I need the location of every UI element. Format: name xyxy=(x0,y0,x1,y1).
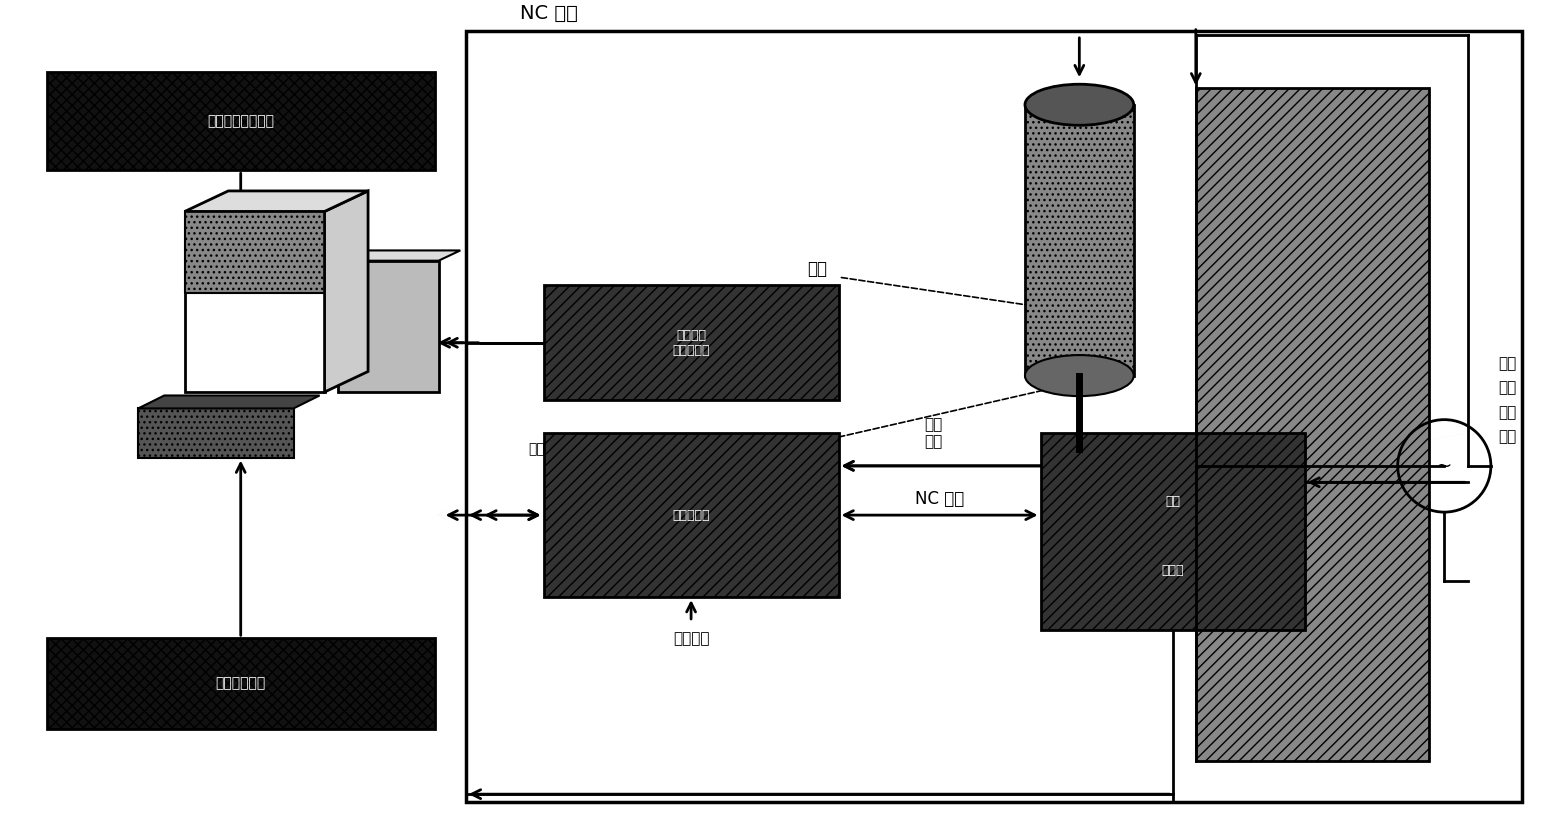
Polygon shape xyxy=(185,212,325,293)
FancyBboxPatch shape xyxy=(47,72,435,170)
Text: 运动台: 运动台 xyxy=(1162,565,1183,577)
Text: 放电
电压: 放电 电压 xyxy=(924,417,943,449)
Polygon shape xyxy=(325,191,368,392)
FancyBboxPatch shape xyxy=(47,638,435,729)
Ellipse shape xyxy=(1025,355,1134,396)
Polygon shape xyxy=(337,251,460,261)
Polygon shape xyxy=(138,395,320,409)
Polygon shape xyxy=(138,409,294,457)
Text: 纳米
放电
加工
电源: 纳米 放电 加工 电源 xyxy=(1499,356,1517,445)
Text: 数据采集模块: 数据采集模块 xyxy=(216,676,266,691)
FancyBboxPatch shape xyxy=(544,433,839,597)
Text: NC 代码: NC 代码 xyxy=(915,490,964,508)
Ellipse shape xyxy=(1025,84,1134,125)
Polygon shape xyxy=(337,261,438,392)
Text: 数控加工程序生成: 数控加工程序生成 xyxy=(207,114,275,128)
Text: ~: ~ xyxy=(1437,457,1452,476)
Text: 纳米线、纳米管: 纳米线、纳米管 xyxy=(528,442,587,457)
Polygon shape xyxy=(185,191,368,212)
Text: 运动控制器: 运动控制器 xyxy=(672,509,710,522)
Text: 探针: 探针 xyxy=(808,260,828,278)
Text: 精密: 精密 xyxy=(1165,495,1180,509)
FancyBboxPatch shape xyxy=(1196,88,1429,762)
Polygon shape xyxy=(185,212,325,392)
Text: 位置信号: 位置信号 xyxy=(672,631,710,646)
Text: NC 代码: NC 代码 xyxy=(520,3,578,22)
FancyBboxPatch shape xyxy=(544,285,839,400)
FancyBboxPatch shape xyxy=(1025,105,1134,375)
FancyBboxPatch shape xyxy=(1041,433,1305,630)
Text: 纳米控制
数据处理器: 纳米控制 数据处理器 xyxy=(672,329,710,356)
